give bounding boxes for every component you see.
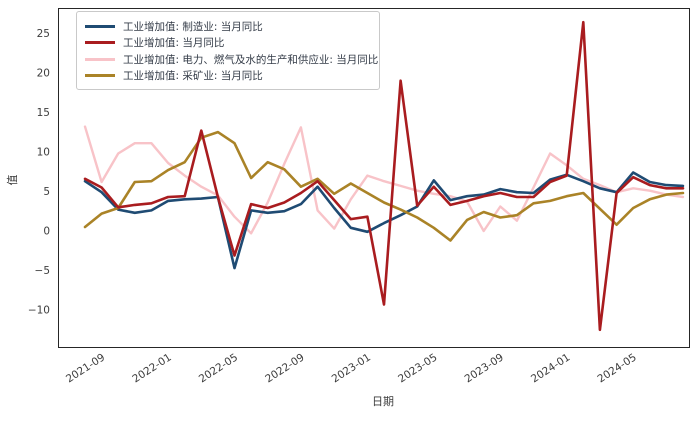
legend-swatch [85,41,115,45]
x-tick-label: 2022-05 [197,351,240,385]
legend-item-2: 工业增加值: 电力、燃气及水的生产和供应业: 当月同比 [83,51,378,68]
y-tick-label: 25 [37,28,50,40]
legend-swatch [85,24,115,28]
legend-box: 工业增加值: 制造业: 当月同比 工业增加值: 当月同比工业增加值: 电力、燃气及… [76,11,380,90]
y-tick-label: 10 [37,146,50,158]
legend-label: 工业增加值: 电力、燃气及水的生产和供应业: 当月同比 [123,53,379,66]
plot-frame [58,8,690,348]
x-tick-label: 2021-09 [64,351,107,385]
legend-item-1: 工业增加值: 当月同比 [83,35,371,52]
line-mining [83,130,685,242]
legend-label: 工业增加值: 当月同比 [123,37,225,50]
line-manufacturing [83,171,685,270]
y-tick-label: 15 [37,107,50,119]
x-tick-label: 2024-05 [595,351,638,385]
legend-item-3: 工业增加值: 采矿业: 当月同比 [83,68,371,85]
line-utilities [83,125,685,235]
y-tick-label: −5 [35,265,50,277]
x-tick-label: 2023-09 [463,351,506,385]
legend-item-0: 工业增加值: 制造业: 当月同比 [83,18,371,35]
x-axis-label: 日期 [372,395,394,408]
y-tick-label: 5 [43,186,50,198]
y-tick-label: −10 [28,305,50,317]
y-tick-label: 20 [37,67,50,79]
legend-label: 工业增加值: 采矿业: 当月同比 [123,70,263,83]
line-overall-industry [83,20,685,332]
legend-label: 工业增加值: 制造业: 当月同比 [123,20,263,33]
legend-swatch [85,57,115,61]
x-tick-label: 2022-01 [130,351,173,385]
legend-swatch [85,74,115,78]
y-tick-label: 0 [43,225,50,237]
x-tick-label: 2023-01 [330,351,373,385]
y-axis-label: 值 [6,175,19,186]
x-tick-label: 2024-01 [529,351,572,385]
x-tick-label: 2022-09 [263,351,306,385]
x-tick-label: 2023-05 [396,351,439,385]
